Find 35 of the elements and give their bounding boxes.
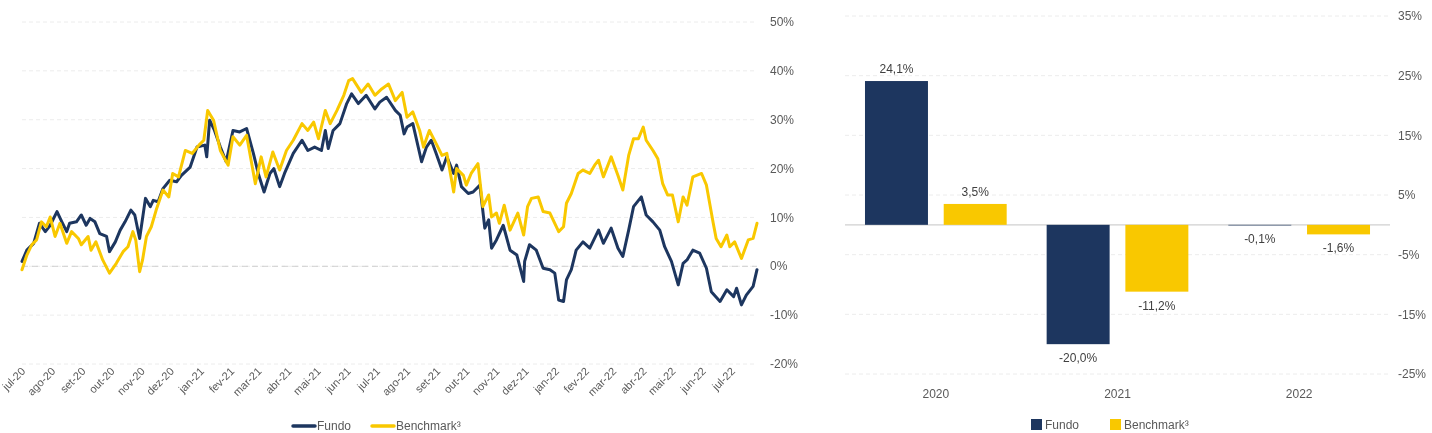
legend-label: Benchmark³ <box>1124 418 1189 432</box>
y-tick-label: 35% <box>1398 9 1423 24</box>
bar <box>1307 224 1371 235</box>
bar <box>1125 224 1189 292</box>
x-tick-label: 2021 <box>1104 387 1132 401</box>
line-series <box>20 77 759 275</box>
data-label: -1,6% <box>1322 241 1355 256</box>
line-series <box>20 92 759 307</box>
y-tick-label: 5% <box>1398 188 1416 203</box>
y-tick-label: 40% <box>770 64 795 79</box>
y-tick-label: 50% <box>770 15 795 30</box>
data-label: -20,0% <box>1059 351 1098 366</box>
y-tick-label: -5% <box>1398 247 1420 262</box>
y-tick-label: 0% <box>770 259 788 274</box>
y-tick-label: 15% <box>1398 128 1423 143</box>
bar <box>1046 224 1110 345</box>
data-label: 24,1% <box>879 62 914 77</box>
y-tick-label: -10% <box>770 308 799 323</box>
y-tick-label: -15% <box>1398 307 1427 322</box>
y-tick-label: 30% <box>770 112 795 127</box>
legend-label: Fundo <box>1045 418 1080 432</box>
y-tick-label: 20% <box>770 161 795 176</box>
x-tick-label: 2020 <box>922 387 950 401</box>
data-label: -0,1% <box>1244 232 1276 247</box>
legend-label: Fundo <box>317 419 352 433</box>
y-tick-label: -20% <box>770 357 799 372</box>
bar <box>943 203 1007 225</box>
data-label: 3,5% <box>961 184 990 199</box>
y-tick-label: 25% <box>1398 68 1423 83</box>
bar <box>864 81 928 225</box>
y-tick-label: -25% <box>1398 367 1427 382</box>
data-label: -11,2% <box>1138 298 1176 313</box>
x-tick-label: 2022 <box>1285 387 1313 401</box>
legend-label: Benchmark³ <box>396 419 461 433</box>
y-tick-label: 10% <box>770 210 795 225</box>
